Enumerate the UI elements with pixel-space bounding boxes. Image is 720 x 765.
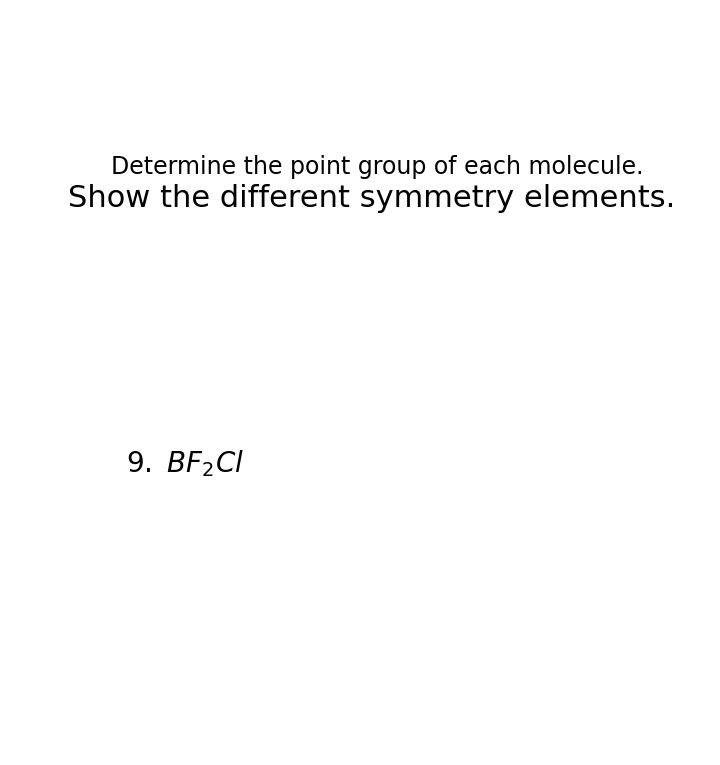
Text: $9.\ \mathit{BF_2Cl}$: $9.\ \mathit{BF_2Cl}$ bbox=[126, 448, 244, 479]
Text: Determine the point group of each molecule.: Determine the point group of each molecu… bbox=[111, 155, 644, 180]
Text: Show the different symmetry elements.: Show the different symmetry elements. bbox=[68, 184, 675, 213]
